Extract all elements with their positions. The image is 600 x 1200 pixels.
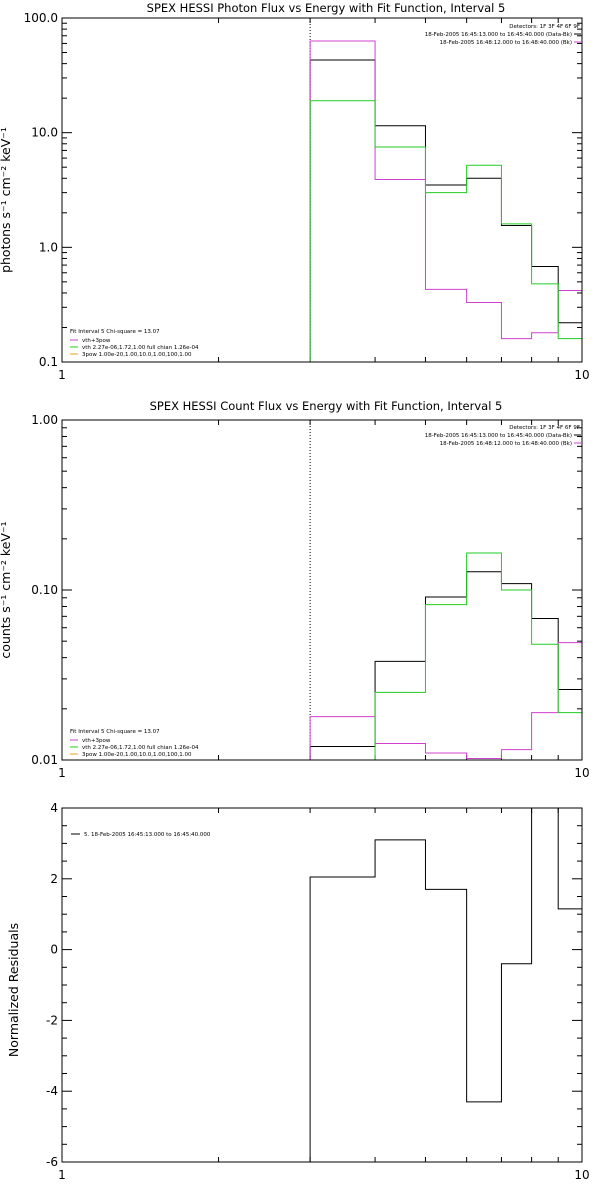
count-plot-frame [61, 419, 583, 761]
photon-data-interval-label: 18-Feb-2005 16:45:13.000 to 16:45:40.000… [425, 32, 572, 38]
y-tick-label: 100.0 [24, 11, 58, 25]
x-tick-label: 10 [574, 368, 589, 382]
x-tick-label: 1 [58, 368, 66, 382]
y-tick-label: 10.0 [31, 126, 58, 140]
photon-detectors-label: Detectors: 1F 3F 4F 6F 9F [509, 24, 580, 30]
residuals-series [309, 807, 583, 1162]
x-tick-label: 1 [58, 766, 66, 780]
photon-flux-panel: SPEX HESSI Photon Flux vs Energy with Fi… [0, 1, 590, 382]
background-series [309, 642, 582, 760]
count-fit-legend-2: vth 2.27e-06,1.72,1.00 full chian 1.26e-… [82, 745, 199, 751]
photon-plot-frame [61, 17, 583, 363]
x-tick-label: 10 [574, 766, 589, 780]
fit-model-series [310, 552, 582, 761]
residuals-legend-label: 5. 18-Feb-2005 16:45:13.000 to 16:45:40.… [84, 832, 211, 838]
count-panel-ylabel: counts s⁻¹ cm⁻² keV⁻¹ [0, 521, 13, 658]
photon-panel-title: SPEX HESSI Photon Flux vs Energy with Fi… [147, 1, 506, 15]
y-tick-label: 0.10 [31, 583, 58, 597]
y-tick-label: 2 [50, 872, 58, 886]
count-flux-panel: SPEX HESSI Count Flux vs Energy with Fit… [0, 399, 590, 780]
y-tick-label: 0.01 [31, 753, 58, 767]
count-detectors-label: Detectors: 1F 3F 4F 6F 9F [509, 425, 580, 431]
y-tick-label: -4 [46, 1084, 58, 1098]
x-tick-label: 1 [58, 1168, 66, 1182]
x-tick-label: 10 [574, 1168, 589, 1182]
photon-fit-legend-1: vth+3pow [82, 338, 111, 344]
count-fit-legend-1: vth+3pow [82, 738, 111, 744]
residuals-panel: Normalized Residuals 5. 18-Feb-2005 16:4… [6, 801, 590, 1182]
count-data-interval-label: 18-Feb-2005 16:45:13.000 to 16:45:40.000… [425, 433, 572, 439]
y-tick-label: 1.00 [31, 413, 58, 427]
residuals-ylabel: Normalized Residuals [6, 923, 21, 1057]
count-fit-heading: Fit Interval 5 Chi-square = 13.07 [70, 729, 160, 735]
data-minus-bk-series [309, 571, 582, 760]
y-tick-label: 0.1 [39, 355, 58, 369]
count-panel-title: SPEX HESSI Count Flux vs Energy with Fit… [150, 399, 503, 413]
photon-fit-legend-2: vth 2.27e-06,1.72,1.00 full chian 1.26e-… [82, 345, 199, 351]
y-tick-label: -6 [46, 1155, 58, 1169]
y-tick-label: 1.0 [39, 240, 58, 254]
photon-bk-interval-label: 18-Feb-2005 16:48:12.000 to 16:48:40.000… [440, 40, 572, 46]
count-fit-legend-3: 3pow 1.00e-20,1.00,10.0,1.00,100,1.00 [82, 752, 192, 758]
y-tick-label: -2 [46, 1013, 58, 1027]
background-series [309, 40, 582, 362]
data-minus-bk-series [309, 59, 582, 362]
residuals-plot-frame [61, 807, 583, 1163]
photon-fit-heading: Fit Interval 5 Chi-square = 13.07 [70, 329, 160, 335]
count-bk-interval-label: 18-Feb-2005 16:48:12.000 to 16:48:40.000… [440, 441, 572, 447]
photon-panel-ylabel: photons s⁻¹ cm⁻² keV⁻¹ [0, 127, 13, 273]
y-tick-label: 0 [50, 943, 58, 957]
fit-model-series [309, 100, 582, 362]
y-tick-label: 4 [50, 801, 58, 815]
photon-fit-legend-3: 3pow 1.00e-20,1.00,10.0,1.00,100,1.00 [82, 352, 192, 358]
